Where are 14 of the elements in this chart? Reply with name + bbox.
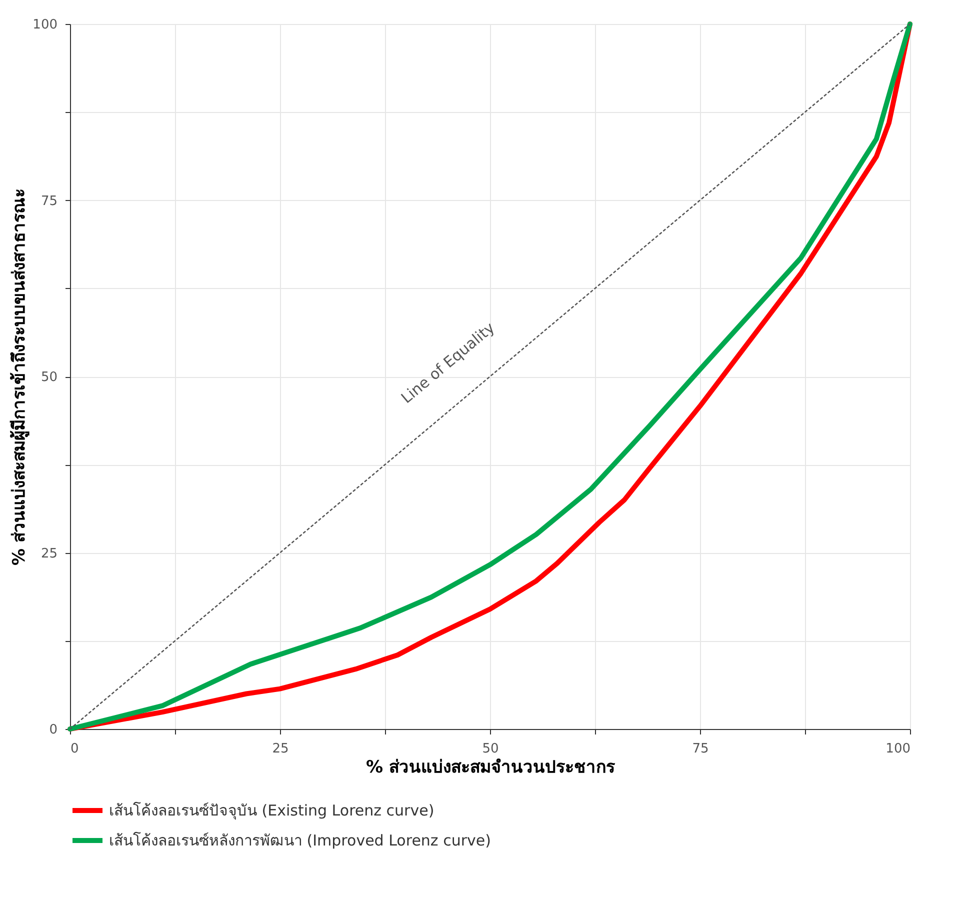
legend-label: เส้นโค้งลอเรนซ์หลังการพัฒนา (Improved Lorenz curve) <box>109 832 491 850</box>
x-tick-label: 50 <box>482 742 499 756</box>
x-tick-label: 75 <box>692 742 709 756</box>
legend-label: เส้นโค้งลอเรนซ์ปัจจุบัน (Existing Lorenz curve) <box>109 802 434 820</box>
x-tick-label: 25 <box>272 742 289 756</box>
x-tick-label: 0 <box>70 742 79 756</box>
y-axis-title: % ส่วนแบ่งสะสมผู้มีการเข้าถึงระบบขนส่งสาธารณะ <box>8 188 31 566</box>
y-tick-label: 0 <box>49 722 58 738</box>
y-tick-label: 25 <box>40 546 58 562</box>
x-tick-label: 100 <box>886 742 910 756</box>
y-tick-label: 100 <box>32 18 58 32</box>
x-axis-title: % ส่วนแบ่งสะสมจำนวนประชากร <box>366 758 616 778</box>
y-tick-label: 75 <box>40 194 58 209</box>
y-tick-label: 50 <box>40 370 58 385</box>
